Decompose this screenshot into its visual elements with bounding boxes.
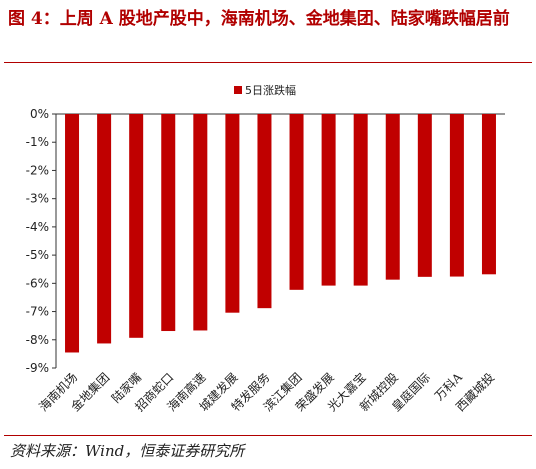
bar-4 xyxy=(193,114,208,331)
y-tick-label: -9% xyxy=(26,361,49,375)
bar-12 xyxy=(449,114,464,277)
bar-5 xyxy=(225,114,240,313)
legend-swatch xyxy=(234,86,242,94)
y-tick-label: -4% xyxy=(26,220,49,234)
y-axis: 0% -1% -2% -3% -4% -5% -6% -7% -8% -9% xyxy=(26,107,505,375)
bar-0 xyxy=(65,114,80,353)
bar-3 xyxy=(161,114,176,332)
bar-6 xyxy=(257,114,272,309)
source-note: 资料来源：Wind，恒泰证券研究所 xyxy=(10,442,245,460)
chart-legend: 5日涨跌幅 xyxy=(234,83,296,97)
y-tick-label: -8% xyxy=(26,333,49,347)
bar-9 xyxy=(353,114,368,286)
y-tick-label: -3% xyxy=(26,192,49,206)
y-tick-label: -5% xyxy=(26,248,49,262)
bar-11 xyxy=(417,114,432,277)
footer-divider xyxy=(4,435,532,436)
bars xyxy=(65,114,496,353)
bar-7 xyxy=(289,114,304,290)
y-tick-label: -6% xyxy=(26,276,49,290)
title-divider xyxy=(4,62,532,63)
x-axis-labels: 海南机场金地集团陆家嘴招商蛇口海南高速城建发展特发服务滨江集团荣盛发展光大嘉宝新… xyxy=(36,370,497,415)
legend-label: 5日涨跌幅 xyxy=(245,83,296,97)
y-tick-label: -7% xyxy=(26,305,49,319)
figure-title: 图 4：上周 A 股地产股中，海南机场、金地集团、陆家嘴跌幅居前 xyxy=(8,9,510,29)
bar-13 xyxy=(481,114,496,275)
bar-1 xyxy=(97,114,112,344)
bar-chart: 5日涨跌幅 0% -1% -2% -3% -4% -5% -6% -7% -8% -9% 海南机场… xyxy=(26,83,505,415)
bar-8 xyxy=(321,114,336,286)
y-tick-label: 0% xyxy=(30,107,49,121)
bar-10 xyxy=(385,114,400,280)
y-tick-label: -2% xyxy=(26,163,49,177)
y-tick-label: -1% xyxy=(26,135,49,149)
bar-2 xyxy=(129,114,144,338)
